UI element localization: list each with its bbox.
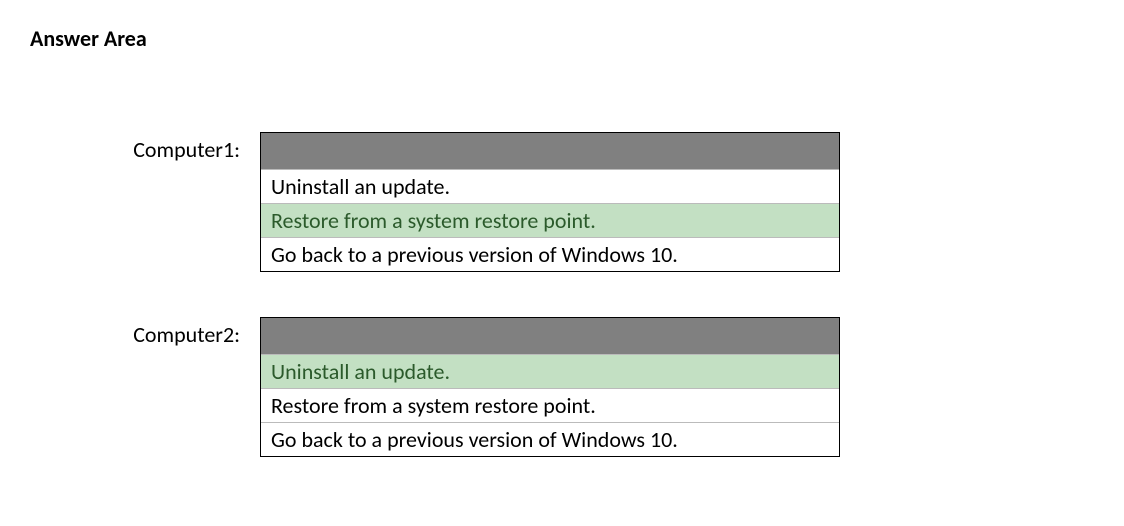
dropdown-computer2[interactable]: Uninstall an update. Restore from a syst…	[260, 317, 840, 457]
dropdown-option[interactable]: Uninstall an update.	[261, 354, 839, 388]
dropdown-header[interactable]	[261, 133, 839, 169]
dropdown-option[interactable]: Go back to a previous version of Windows…	[261, 422, 839, 456]
dropdown-option[interactable]: Go back to a previous version of Windows…	[261, 237, 839, 271]
dropdown-header[interactable]	[261, 318, 839, 354]
question-label-2: Computer2:	[30, 317, 260, 348]
question-row: Computer1: Uninstall an update. Restore …	[30, 132, 1094, 272]
dropdown-option[interactable]: Restore from a system restore point.	[261, 388, 839, 422]
heading: Answer Area	[30, 25, 1094, 52]
dropdown-option[interactable]: Restore from a system restore point.	[261, 203, 839, 237]
question-row: Computer2: Uninstall an update. Restore …	[30, 317, 1094, 457]
dropdown-computer1[interactable]: Uninstall an update. Restore from a syst…	[260, 132, 840, 272]
dropdown-option[interactable]: Uninstall an update.	[261, 169, 839, 203]
question-label-1: Computer1:	[30, 132, 260, 163]
